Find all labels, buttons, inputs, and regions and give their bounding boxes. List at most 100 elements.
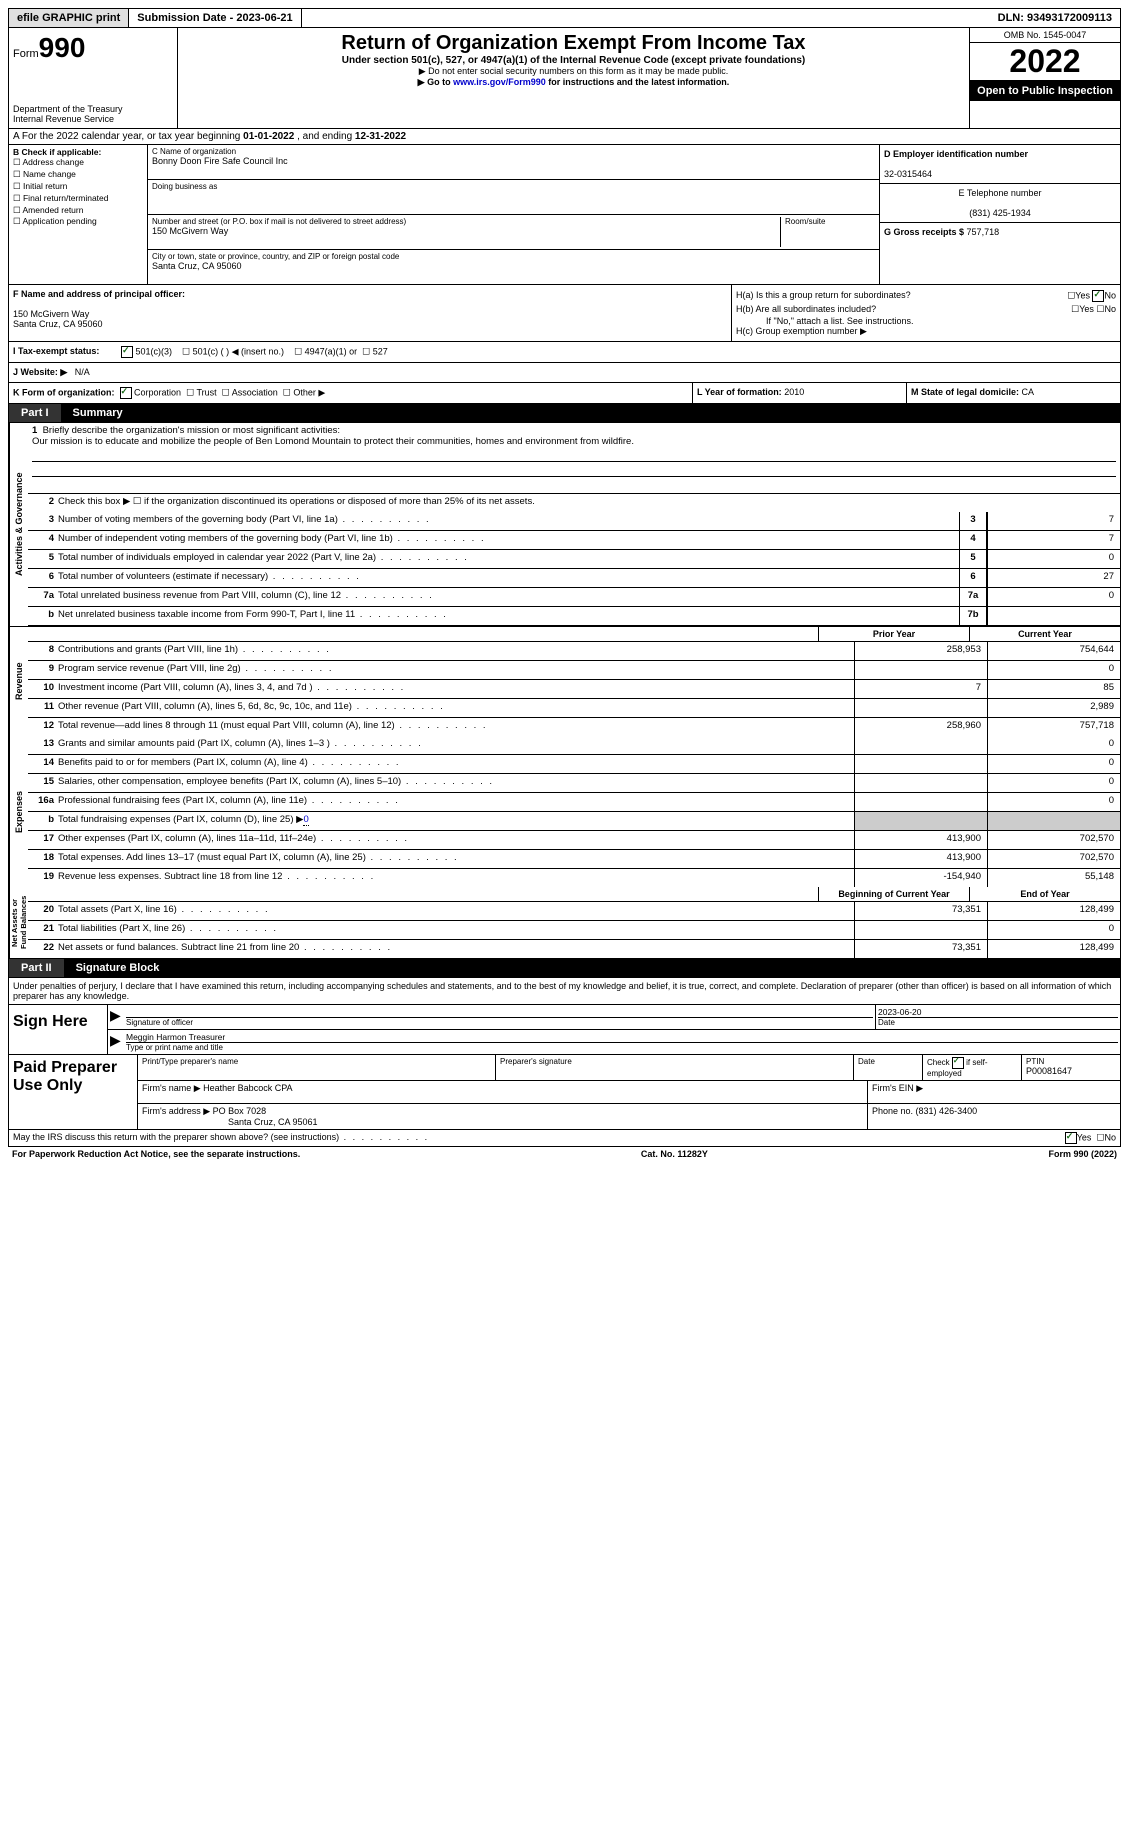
firm-phone-cell: Phone no. (831) 426-3400: [868, 1104, 1120, 1129]
begin-val: 73,351: [854, 940, 987, 958]
line-desc: Benefits paid to or for members (Part IX…: [58, 755, 854, 773]
line-desc: Contributions and grants (Part VIII, lin…: [58, 642, 854, 660]
line-num: b: [28, 607, 58, 625]
dln: DLN: 93493172009113: [990, 9, 1120, 27]
chk-pend-label: Application pending: [23, 216, 97, 226]
expenses-section: Expenses 13 Grants and similar amounts p…: [8, 736, 1121, 887]
line-num: 5: [28, 550, 58, 568]
form-label-footer: Form 990 (2022): [1048, 1149, 1117, 1159]
sign-here-block: Sign Here ▶ Signature of officer 2023-06…: [8, 1005, 1121, 1055]
prior-val: [854, 699, 987, 717]
mission-text: Our mission is to educate and mobilize t…: [32, 436, 634, 447]
line-desc: Program service revenue (Part VIII, line…: [58, 661, 854, 679]
begin-val: 73,351: [854, 902, 987, 920]
curr-val: 2,989: [987, 699, 1120, 717]
header-right: OMB No. 1545-0047 2022 Open to Public In…: [969, 28, 1120, 128]
part2-title: Signature Block: [64, 959, 172, 977]
tax-year: 2022: [970, 43, 1120, 81]
ein-label: D Employer identification number: [884, 149, 1028, 159]
prep-selfemp-cell: Check if self-employed: [923, 1055, 1022, 1080]
opt-corp: Corporation: [134, 387, 181, 397]
year-end: 12-31-2022: [355, 131, 406, 142]
chk-corp[interactable]: [120, 387, 132, 399]
chk-amend-label: Amended return: [23, 205, 84, 215]
chk-address[interactable]: ☐ Address change: [13, 157, 143, 169]
sig-field[interactable]: Signature of officer: [124, 1005, 875, 1029]
firm-phone-label: Phone no.: [872, 1106, 916, 1116]
chk-501c3[interactable]: [121, 346, 133, 358]
line-num: 9: [28, 661, 58, 679]
curr-val: 85: [987, 680, 1120, 698]
opt-501c: 501(c) ( ) ◀ (insert no.): [193, 346, 284, 356]
begin-val: [854, 921, 987, 939]
row-k: K Form of organization: Corporation ☐ Tr…: [8, 383, 1121, 404]
fundraising-exp: 0: [303, 814, 308, 826]
ptin-value: P00081647: [1026, 1066, 1116, 1076]
line16b-curr: [987, 812, 1120, 830]
efile-button[interactable]: efile GRAPHIC print: [9, 9, 129, 27]
org-city: Santa Cruz, CA 95060: [152, 261, 875, 271]
line-desc: Net unrelated business taxable income fr…: [58, 607, 959, 625]
room-label: Room/suite: [785, 217, 875, 226]
firm-addr1: PO Box 7028: [213, 1106, 267, 1116]
revenue-line: 9 Program service revenue (Part VIII, li…: [28, 661, 1120, 680]
opt-4947: 4947(a)(1) or: [305, 346, 358, 356]
prep-h3: Date: [858, 1057, 918, 1066]
name-sublabel: Type or print name and title: [126, 1042, 1118, 1052]
chk-initial[interactable]: ☐ Initial return: [13, 181, 143, 193]
submission-value: 2023-06-21: [236, 12, 292, 24]
curr-val: 0: [987, 736, 1120, 754]
hb-note: If "No," attach a list. See instructions…: [736, 316, 1116, 326]
form-number: Form990: [13, 32, 173, 64]
chk-final[interactable]: ☐ Final return/terminated: [13, 193, 143, 205]
line-16b: b Total fundraising expenses (Part IX, c…: [28, 812, 1120, 831]
dba-label: Doing business as: [152, 182, 875, 191]
summary-line: 4 Number of independent voting members o…: [28, 531, 1120, 550]
curr-val: 754,644: [987, 642, 1120, 660]
rev-body: Prior Year Current Year 8 Contributions …: [28, 627, 1120, 736]
curr-val: 702,570: [987, 831, 1120, 849]
line16b-num: b: [28, 812, 58, 830]
chk-selfemp[interactable]: [952, 1057, 964, 1069]
gross-value: 757,718: [967, 227, 1000, 237]
line2: 2 Check this box ▶ ☐ if the organization…: [28, 494, 1120, 512]
revenue-line: 12 Total revenue—add lines 8 through 11 …: [28, 718, 1120, 736]
chk-name[interactable]: ☐ Name change: [13, 169, 143, 181]
prior-val: 7: [854, 680, 987, 698]
phone-label: E Telephone number: [959, 188, 1042, 198]
line-box: 3: [959, 512, 987, 530]
line-num: 4: [28, 531, 58, 549]
row-m-state: M State of legal domicile: CA: [906, 383, 1120, 403]
chk-amended[interactable]: ☐ Amended return: [13, 205, 143, 217]
part2-header: Part II Signature Block: [8, 959, 1121, 978]
part2-num: Part II: [9, 959, 64, 977]
irs-link[interactable]: www.irs.gov/Form990: [453, 77, 546, 87]
chk-discuss-yes[interactable]: [1065, 1132, 1077, 1144]
preparer-title: Paid Preparer Use Only: [9, 1055, 137, 1129]
firm-addr2: Santa Cruz, CA 95061: [142, 1117, 318, 1127]
ha-line: H(a) Is this a group return for subordin…: [736, 289, 1116, 303]
form-subtitle2: ▶ Do not enter social security numbers o…: [182, 66, 965, 77]
form-subtitle1: Under section 501(c), 527, or 4947(a)(1)…: [182, 55, 965, 66]
netassets-line: 22 Net assets or fund balances. Subtract…: [28, 940, 1120, 958]
mission-label: Briefly describe the organization's miss…: [43, 425, 341, 436]
prep-ptin-cell: PTIN P00081647: [1022, 1055, 1120, 1080]
ha-no-check[interactable]: [1092, 290, 1104, 302]
part1-num: Part I: [9, 404, 61, 422]
chk-pending[interactable]: ☐ Application pending: [13, 216, 143, 228]
firm-ein-cell: Firm's EIN ▶: [868, 1081, 1120, 1103]
line-desc: Net assets or fund balances. Subtract li…: [58, 940, 854, 958]
line-desc: Professional fundraising fees (Part IX, …: [58, 793, 854, 811]
na-lines: 20 Total assets (Part X, line 16) 73,351…: [28, 902, 1120, 958]
chk-addr-label: Address change: [23, 157, 84, 167]
footer-last: For Paperwork Reduction Act Notice, see …: [8, 1147, 1121, 1161]
part1-title: Summary: [61, 404, 135, 422]
line16b-desc: Total fundraising expenses (Part IX, col…: [58, 812, 854, 830]
officer-label: F Name and address of principal officer:: [13, 289, 185, 299]
state-domicile: CA: [1022, 387, 1035, 397]
expense-line: 14 Benefits paid to or for members (Part…: [28, 755, 1120, 774]
firm-addr-label: Firm's address ▶: [142, 1106, 213, 1116]
line-num: 18: [28, 850, 58, 868]
prep-name-cell: Print/Type preparer's name: [138, 1055, 496, 1080]
line-num: 6: [28, 569, 58, 587]
